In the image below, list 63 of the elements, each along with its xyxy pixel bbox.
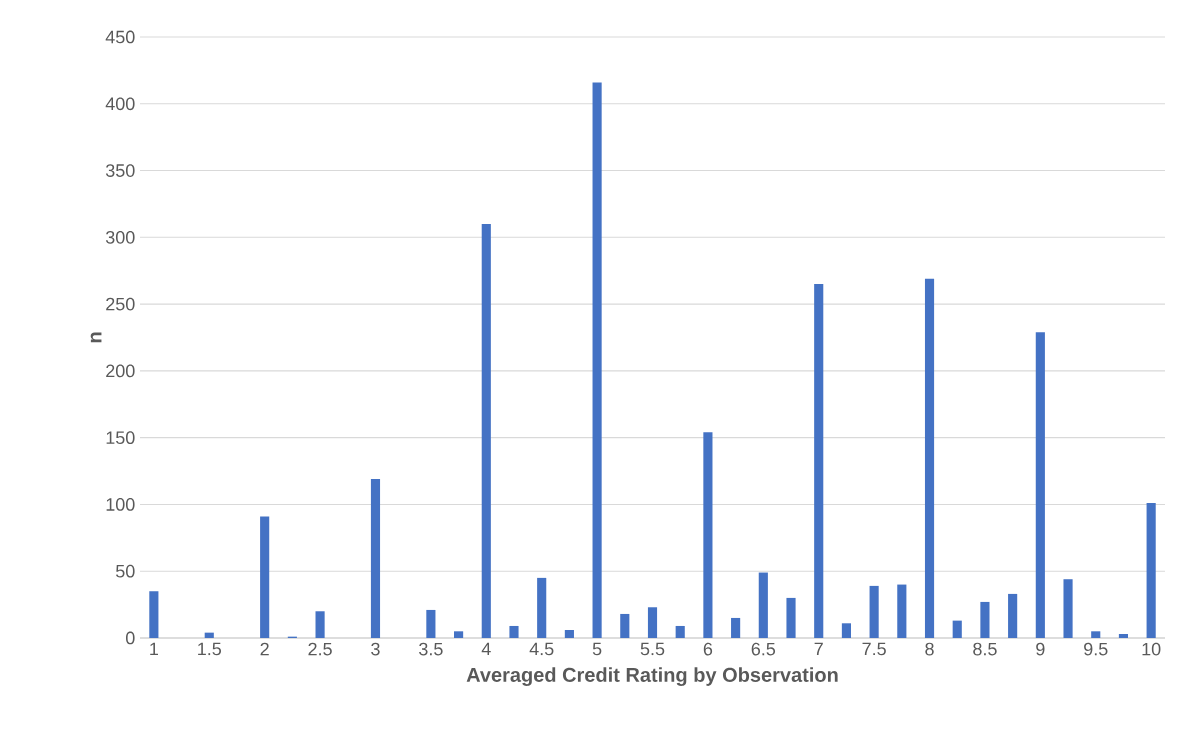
x-tick-label: 1 <box>150 642 158 656</box>
bar <box>647 607 658 638</box>
bar <box>869 585 879 638</box>
bar <box>897 584 907 638</box>
bar <box>952 620 962 638</box>
y-tick-label: 200 <box>106 364 135 378</box>
x-tick-label: 2 <box>260 642 269 656</box>
bar <box>509 625 519 638</box>
x-axis-title: Averaged Credit Rating by Observation <box>466 667 838 686</box>
x-tick-label: 3.5 <box>419 642 443 656</box>
y-tick-label: 150 <box>106 431 135 445</box>
bar <box>786 597 796 638</box>
x-tick-label: 3 <box>371 642 380 656</box>
bar <box>370 479 381 638</box>
bar <box>537 577 547 638</box>
bar <box>1118 633 1129 638</box>
x-tick-label: 1.5 <box>198 642 222 656</box>
y-axis-title: n <box>90 332 102 343</box>
x-tick-label: 8.5 <box>973 642 997 656</box>
y-tick-label: 50 <box>115 564 135 578</box>
bar <box>149 591 159 638</box>
bar <box>841 623 851 638</box>
x-tick-label: 10 <box>1142 642 1161 656</box>
y-tick-label: 450 <box>105 30 135 44</box>
bar <box>1008 593 1018 638</box>
bar <box>814 284 824 638</box>
bar <box>1091 631 1101 638</box>
x-tick-label: 2.5 <box>308 642 332 656</box>
bar <box>564 629 574 638</box>
bar <box>924 278 935 638</box>
x-tick-label: 6 <box>703 642 713 656</box>
x-tick-label: 7 <box>814 642 823 656</box>
bar <box>481 223 491 638</box>
x-tick-label: 7.5 <box>862 642 886 656</box>
bar <box>620 613 630 638</box>
y-tick-label: 350 <box>105 164 135 177</box>
x-tick-label: 4 <box>481 642 491 656</box>
bar <box>454 631 464 638</box>
x-tick-label: 8 <box>925 642 934 656</box>
bar <box>1146 503 1156 638</box>
x-tick-label: 6.5 <box>751 642 776 656</box>
x-tick-label: 9 <box>1036 642 1045 656</box>
y-tick-label: 0 <box>126 631 135 645</box>
bar <box>1063 579 1073 638</box>
bar <box>592 82 602 638</box>
bar <box>703 432 713 638</box>
y-tick-label: 300 <box>105 230 135 244</box>
bar <box>758 572 768 638</box>
bar <box>731 617 741 638</box>
y-tick-label: 250 <box>106 297 135 311</box>
y-tick-label: 100 <box>106 498 135 511</box>
x-tick-label: 5.5 <box>640 642 665 656</box>
bar <box>980 601 990 638</box>
bar <box>204 632 214 638</box>
bar <box>1035 332 1045 638</box>
x-tick-label: 5 <box>592 642 602 656</box>
bar <box>426 609 436 638</box>
x-tick-label: 9.5 <box>1084 642 1108 656</box>
bar <box>260 516 270 638</box>
bar <box>675 625 685 638</box>
bar <box>315 611 325 638</box>
y-tick-label: 400 <box>105 97 135 111</box>
x-tick-label: 4.5 <box>529 642 554 656</box>
